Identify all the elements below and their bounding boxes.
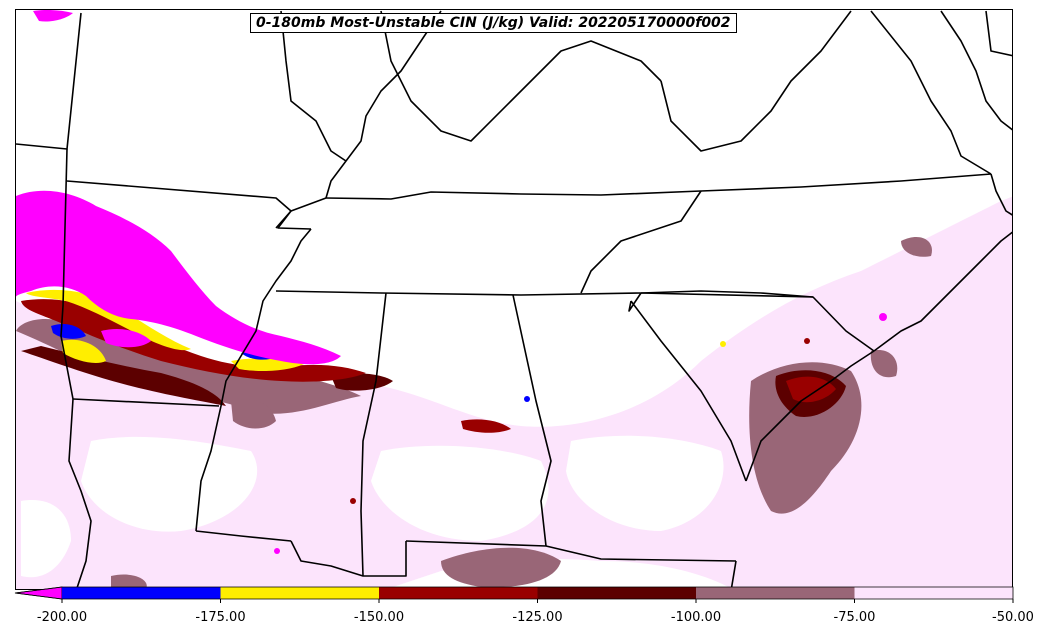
colorbar-tick-label: -50.00 <box>992 610 1034 625</box>
colorbar-segment <box>854 587 1013 599</box>
cin-field-spots <box>274 313 887 554</box>
colorbar-segment <box>379 587 538 599</box>
colorbar-tick-label: -150.00 <box>353 610 405 625</box>
colorbar-segment <box>537 587 696 599</box>
colorbar-outline <box>14 586 1014 600</box>
colorbar-segment <box>62 587 221 599</box>
colorbar-segment <box>220 587 379 599</box>
colorbar <box>14 586 1014 603</box>
colorbar-tick-label: -125.00 <box>512 610 563 625</box>
cin-field-red <box>21 299 836 433</box>
colorbar-tick-label: -100.00 <box>670 610 722 625</box>
colorbar-tick-label: -75.00 <box>833 610 876 625</box>
cin-field-magenta <box>16 10 341 365</box>
state-boundaries <box>16 10 1012 589</box>
colorbar-under-triangle <box>14 586 63 600</box>
colorbar-segment <box>696 587 855 599</box>
colorbar-tick-label: -200.00 <box>36 610 88 625</box>
colorbar-tick-label: -175.00 <box>195 610 246 625</box>
colorbar-segments <box>14 586 1014 603</box>
cin-map <box>16 10 1012 589</box>
map-panel <box>15 9 1013 590</box>
cin-field-clear-areas <box>21 435 724 578</box>
map-title: 0-180mb Most-Unstable CIN (J/kg) Valid: … <box>250 13 737 33</box>
